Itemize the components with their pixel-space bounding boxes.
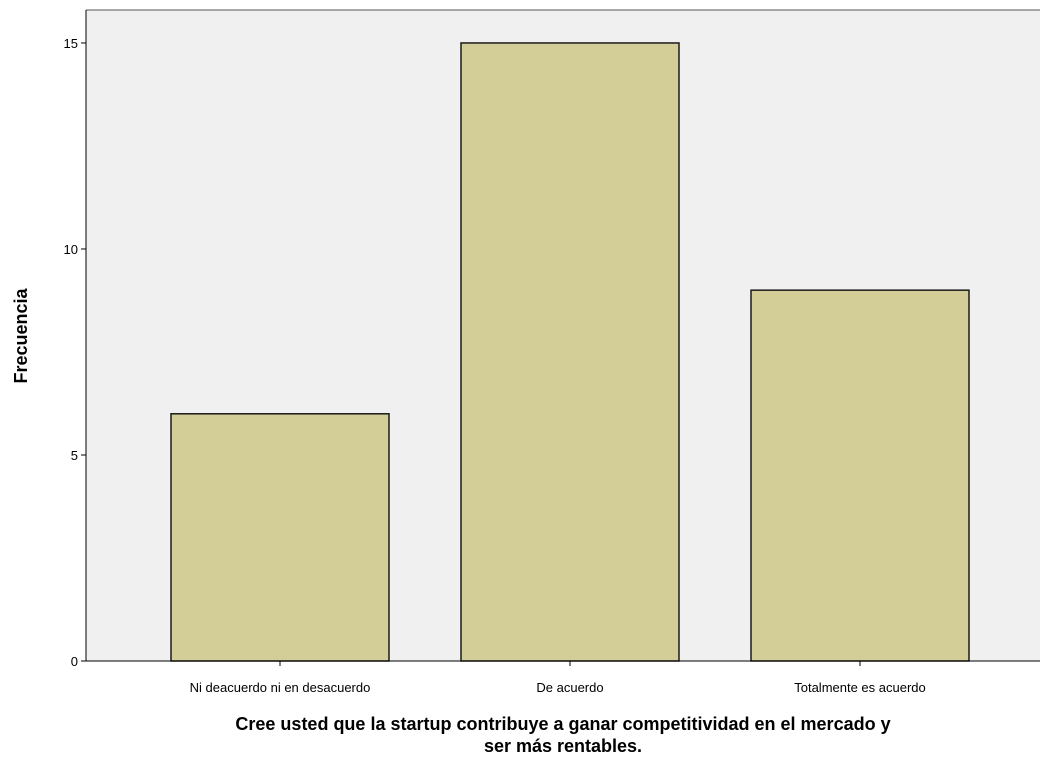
y-tick-label-5: 5 [71,448,78,463]
x-axis-ticks: Ni deacuerdo ni en desacuerdo De acuerdo T… [190,661,926,695]
bar-2 [460,42,680,662]
y-tick-label-10: 10 [64,242,78,257]
y-tick-label-0: 0 [71,654,78,669]
x-tick-label-3: Totalmente es acuerdo [794,680,926,695]
y-axis-title: Frecuencia [11,287,31,383]
bar-1 [170,413,390,662]
bar-3 [750,289,970,662]
x-tick-label-2: De acuerdo [536,680,603,695]
x-axis-title-line-2: ser más rentables. [484,736,642,756]
bars [170,42,970,662]
x-axis-title-line-1: Cree usted que la startup contribuye a g… [235,714,890,734]
y-axis-ticks: 0 5 10 15 [64,36,86,669]
y-tick-label-15: 15 [64,36,78,51]
x-tick-label-1: Ni deacuerdo ni en desacuerdo [190,680,371,695]
